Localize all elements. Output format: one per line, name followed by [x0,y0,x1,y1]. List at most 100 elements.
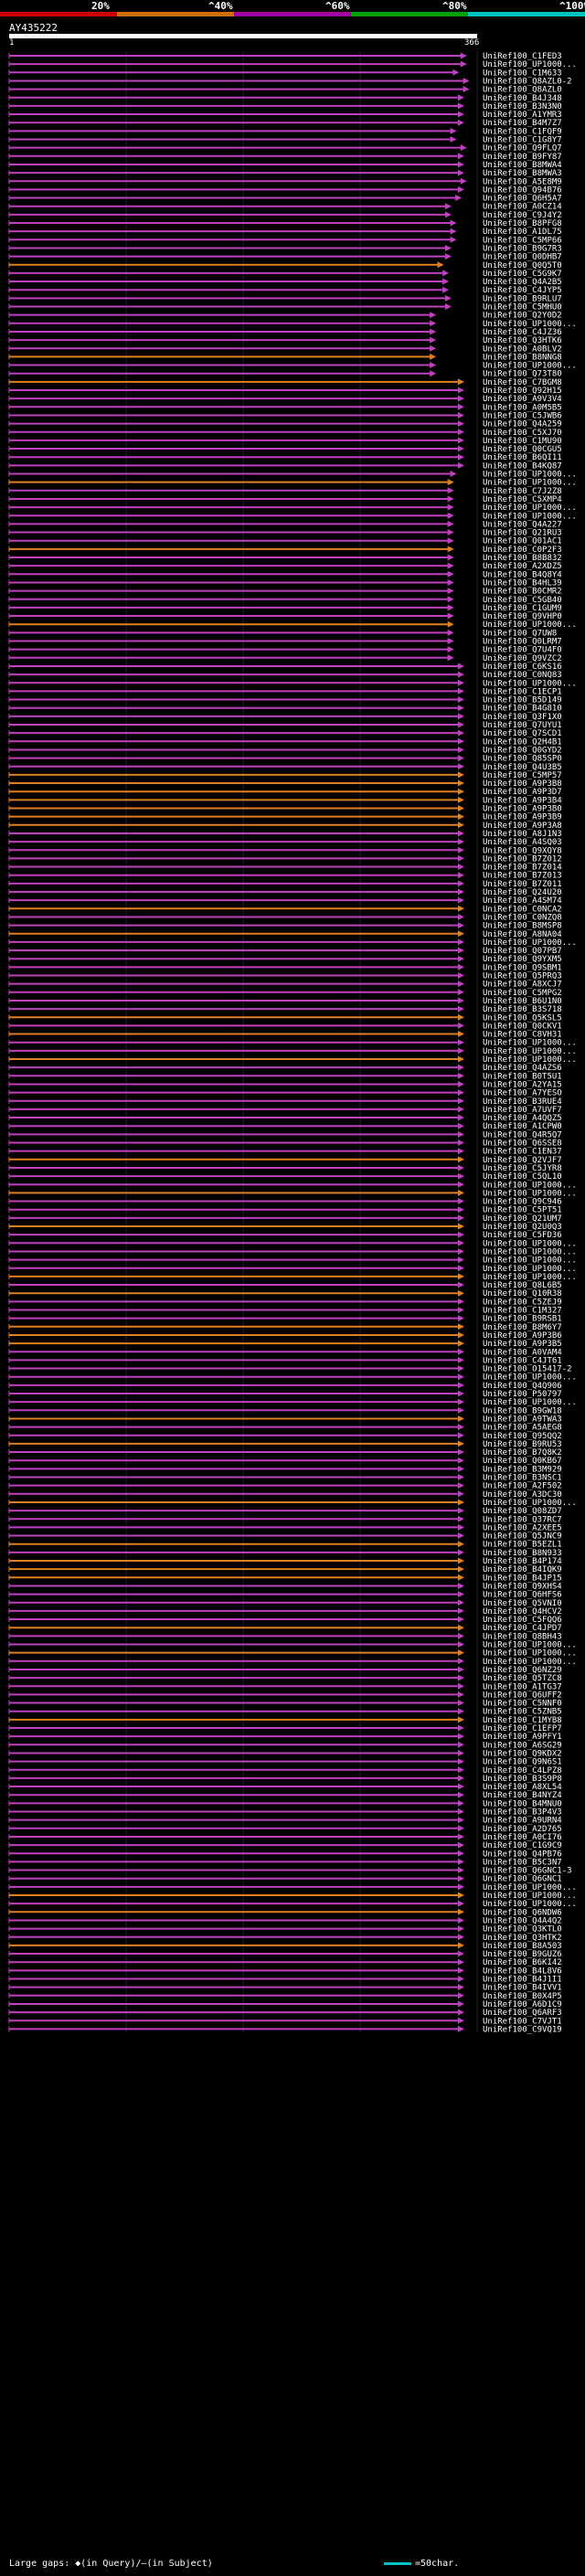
hit-row: UniRef100_Q2H4B1 [8,737,562,747]
hit-row: UniRef100_C5GB40 [8,596,562,605]
hit-label: UniRef100_A7YESO [483,1089,562,1098]
hit-label: UniRef100_A2XEE5 [483,1523,562,1532]
hit-label: UniRef100_Q5TZC8 [483,1674,562,1683]
hit-row: UniRef100_Q9VZC2 [8,654,562,663]
hit-label: UniRef100_Q01AC1 [483,537,562,546]
hit-row: UniRef100_B4MNU0 [8,1799,562,1808]
hit-row: UniRef100_A0VAM4 [8,1348,562,1357]
hit-arrow [457,1482,464,1489]
hit-arrow [457,387,464,394]
hit-arrow [447,554,454,561]
hit-arrow [457,1448,464,1456]
hit-row: UniRef100_C1G8Y7 [8,136,562,145]
hit-row: UniRef100_Q37RC7 [8,1515,562,1524]
hit-label: UniRef100_Q6ARF3 [483,2009,562,2018]
hit-row: UniRef100_C5XJ70 [8,429,562,438]
hit-row: UniRef100_Q0DHB7 [8,253,562,262]
hit-arrow [447,546,454,553]
hit-label: UniRef100_B0CMR2 [483,588,562,597]
hit-row: UniRef100_C9VQ19 [8,2025,562,2034]
hit-arrow [457,1532,464,1540]
hit-label: UniRef100_UP1000... [483,1883,577,1892]
hit-label: UniRef100_A9P3A8 [483,822,562,831]
hit-arrow [457,1022,464,1029]
hit-row: UniRef100_B4M7Z7 [8,119,562,128]
hit-label: UniRef100_Q37RC7 [483,1515,562,1524]
hit-label: UniRef100_C4JPD7 [483,1624,562,1633]
hit-arrow [457,1432,464,1439]
hit-row: UniRef100_C5ZEJ9 [8,1298,562,1307]
hit-label: UniRef100_B5C3N7 [483,1858,562,1867]
hit-row: UniRef100_Q9C946 [8,1198,562,1207]
hit-arrow [457,403,464,410]
hit-label: UniRef100_A0CZ14 [483,203,562,212]
hit-row: UniRef100_A0CZ14 [8,203,562,212]
hit-label: UniRef100_B9G7R3 [483,244,562,253]
hit-label: UniRef100_Q85SP0 [483,755,562,764]
hit-arrow [457,947,464,954]
legend-segment [351,12,468,16]
hit-row: UniRef100_B8MWA3 [8,169,562,178]
hit-arrow [447,512,454,519]
hit-label: UniRef100_UP1000... [483,679,577,688]
hit-label: UniRef100_C5MHU0 [483,303,562,313]
hit-label: UniRef100_C0NCA2 [483,905,562,914]
hit-arrow [447,529,454,536]
legend-label: ^40% [208,0,233,12]
query-bar [9,34,477,38]
hit-arrow [457,1582,464,1589]
hit-row: UniRef100_UP1000... [8,938,577,948]
hit-row: UniRef100_B8MWA4 [8,161,562,170]
hit-row: UniRef100_Q08ZD7 [8,1507,562,1516]
hit-label: UniRef100_B4G810 [483,705,562,714]
hit-row: UniRef100_B4NYZ4 [8,1791,562,1800]
hit-arrow [457,378,464,386]
hit-arrow [457,1047,464,1055]
hit-arrow [457,1808,464,1815]
hit-row: UniRef100_A1DL75 [8,228,562,237]
hit-label: UniRef100_A1DL75 [483,228,562,237]
hit-arrow [430,312,437,319]
hit-row: UniRef100_C5FD36 [8,1231,562,1240]
hit-arrow [457,763,464,770]
hit-row: UniRef100_A8J1N3 [8,830,562,839]
hit-label: UniRef100_A1YMR3 [483,111,562,120]
hit-arrow [457,679,464,686]
hit-arrow [447,570,454,578]
hit-label: UniRef100_B8M6Y7 [483,1323,562,1332]
hit-label: UniRef100_B4J348 [483,94,562,103]
hit-row: UniRef100_UP1000... [8,620,577,630]
hit-label: UniRef100_B0X4P5 [483,1992,562,2001]
hit-row: UniRef100_Q6UFF2 [8,1691,562,1700]
hit-row: UniRef100_Q4PB76 [8,1850,562,1859]
hit-row: UniRef100_C1MU90 [8,437,562,446]
hit-row: UniRef100_UP1000... [8,1239,577,1248]
hit-row: UniRef100_C4JT61 [8,1356,562,1365]
hit-arrow [457,1114,464,1121]
hit-label: UniRef100_B8MWA3 [483,169,562,178]
hit-arrow [444,211,452,218]
hit-label: UniRef100_Q9FLQ7 [483,144,562,154]
hit-row: UniRef100_C7VJT1 [8,2017,562,2026]
hit-label: UniRef100_Q94B76 [483,186,562,195]
hit-row: UniRef100_Q5VNI0 [8,1599,562,1608]
hit-row: UniRef100_C4JZ36 [8,328,562,337]
hit-row: UniRef100_B8PFG8 [8,219,562,228]
hit-arrow [457,1841,464,1849]
hit-label: UniRef100_Q6GNC1 [483,1875,562,1884]
hit-arrow [457,705,464,712]
hit-row: UniRef100_Q07PB7 [8,947,562,956]
hit-arrow [457,1156,464,1163]
hit-arrow [457,1356,464,1363]
hit-row: UniRef100_C5JYR8 [8,1164,562,1173]
hit-row: UniRef100_Q6ARF3 [8,2009,562,2018]
hit-label: UniRef100_B8A503 [483,1942,562,1951]
hit-arrow [442,278,450,285]
legend-segment [117,12,234,16]
hit-row: UniRef100_UP1000... [8,471,577,480]
hit-label: UniRef100_C5NNF0 [483,1700,562,1709]
hit-row: UniRef100_Q7SCD1 [8,729,562,738]
hit-arrow [450,471,457,477]
hit-row: UniRef100_B5D149 [8,696,562,705]
hit-label: UniRef100_B4J1I1 [483,1976,562,1985]
